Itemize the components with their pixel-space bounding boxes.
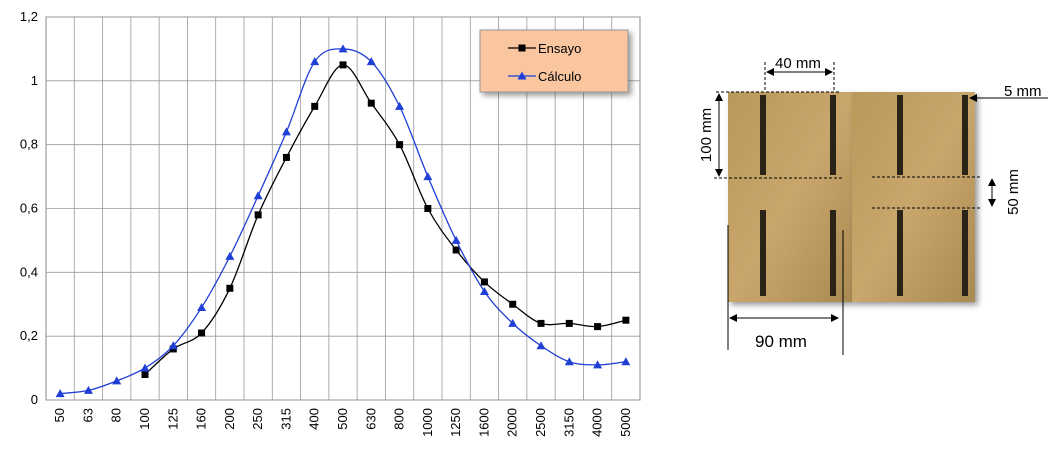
x-tick-label: 3150: [561, 408, 576, 437]
marker: [226, 284, 234, 292]
x-tick-label: 250: [250, 408, 265, 430]
x-tick-label: 100: [137, 408, 152, 430]
dimension-label: 100 mm: [698, 108, 715, 162]
marker: [282, 153, 290, 161]
x-tick-label: 500: [335, 408, 350, 430]
x-tick-label: 1000: [420, 408, 435, 437]
y-tick-label: 1,2: [20, 9, 38, 24]
dimension-label: 40 mm: [775, 55, 821, 72]
chart: 0 0,2 0,4 0,6 0,8 1 1,2 50 63 80 100 125 160 200 250 31…: [20, 9, 641, 437]
marker: [594, 323, 602, 331]
marker: [366, 57, 376, 66]
marker: [83, 385, 93, 394]
y-tick-label: 0,6: [20, 201, 38, 216]
marker: [197, 302, 207, 311]
x-tick-label: 400: [307, 408, 322, 430]
x-tick-label: 50: [52, 408, 67, 422]
marker: [310, 57, 320, 66]
x-tick-label: 630: [363, 408, 378, 430]
marker: [395, 101, 405, 110]
x-tick-label: 5000: [618, 408, 633, 437]
dimension-label: 90 mm: [755, 332, 807, 351]
guides: [714, 62, 982, 209]
marker: [593, 360, 603, 369]
marker: [253, 191, 263, 200]
x-tick-label: 80: [109, 408, 124, 422]
x-tick-label: 63: [80, 408, 95, 422]
marker: [537, 319, 545, 327]
marker: [480, 278, 488, 286]
legend-label: Cálculo: [538, 69, 581, 84]
marker: [198, 329, 206, 337]
x-tick-label: 4000: [590, 408, 605, 437]
marker: [565, 319, 573, 327]
x-tick-label: 160: [194, 408, 209, 430]
y-tick-label: 0,8: [20, 137, 38, 152]
marker: [338, 44, 348, 53]
y-tick-label: 0,2: [20, 328, 38, 343]
marker: [451, 235, 461, 244]
marker: [424, 205, 432, 212]
slots: [760, 95, 968, 296]
specimen-photo: 40 mm 100 mm 5 mm 50 mm 90 mm: [698, 55, 1048, 355]
marker: [423, 172, 433, 181]
dimension-label: 5 mm: [1004, 83, 1042, 100]
x-tick-label: 1600: [476, 408, 491, 437]
marker: [621, 357, 631, 366]
marker: [140, 363, 150, 372]
marker: [509, 300, 517, 308]
marker: [168, 341, 178, 350]
marker: [508, 318, 518, 327]
marker: [622, 316, 630, 324]
marker: [452, 246, 460, 254]
marker: [225, 251, 235, 260]
marker: [339, 61, 347, 69]
legend-label: Ensayo: [538, 41, 581, 56]
legend-marker: [517, 71, 527, 80]
dimension-label: 50 mm: [1005, 169, 1022, 215]
marker: [141, 370, 149, 378]
dimension-arrows: [715, 68, 1048, 355]
y-tick-label: 0: [31, 392, 38, 407]
marker: [112, 376, 122, 385]
x-tick-label: 800: [392, 408, 407, 430]
x-tick-label: 1250: [448, 408, 463, 437]
marker: [536, 341, 546, 350]
marker: [281, 127, 291, 136]
marker: [311, 102, 319, 110]
marker: [254, 211, 262, 219]
x-tick-label: 315: [278, 408, 293, 430]
x-tick-label: 2500: [533, 408, 548, 437]
marker: [367, 99, 375, 107]
marker: [479, 286, 489, 295]
marker: [55, 389, 65, 398]
x-tick-label: 200: [222, 408, 237, 430]
legend-box: [479, 29, 629, 93]
legend-marker: [518, 44, 526, 52]
marker: [396, 141, 404, 149]
marker: [564, 357, 574, 366]
panel: [852, 92, 975, 302]
legend: Ensayo Cálculo: [479, 29, 629, 93]
y-tick-label: 0,4: [20, 264, 38, 279]
x-tick-label: 2000: [505, 408, 520, 437]
x-tick-label: 125: [165, 408, 180, 430]
y-tick-label: 1: [31, 73, 38, 88]
